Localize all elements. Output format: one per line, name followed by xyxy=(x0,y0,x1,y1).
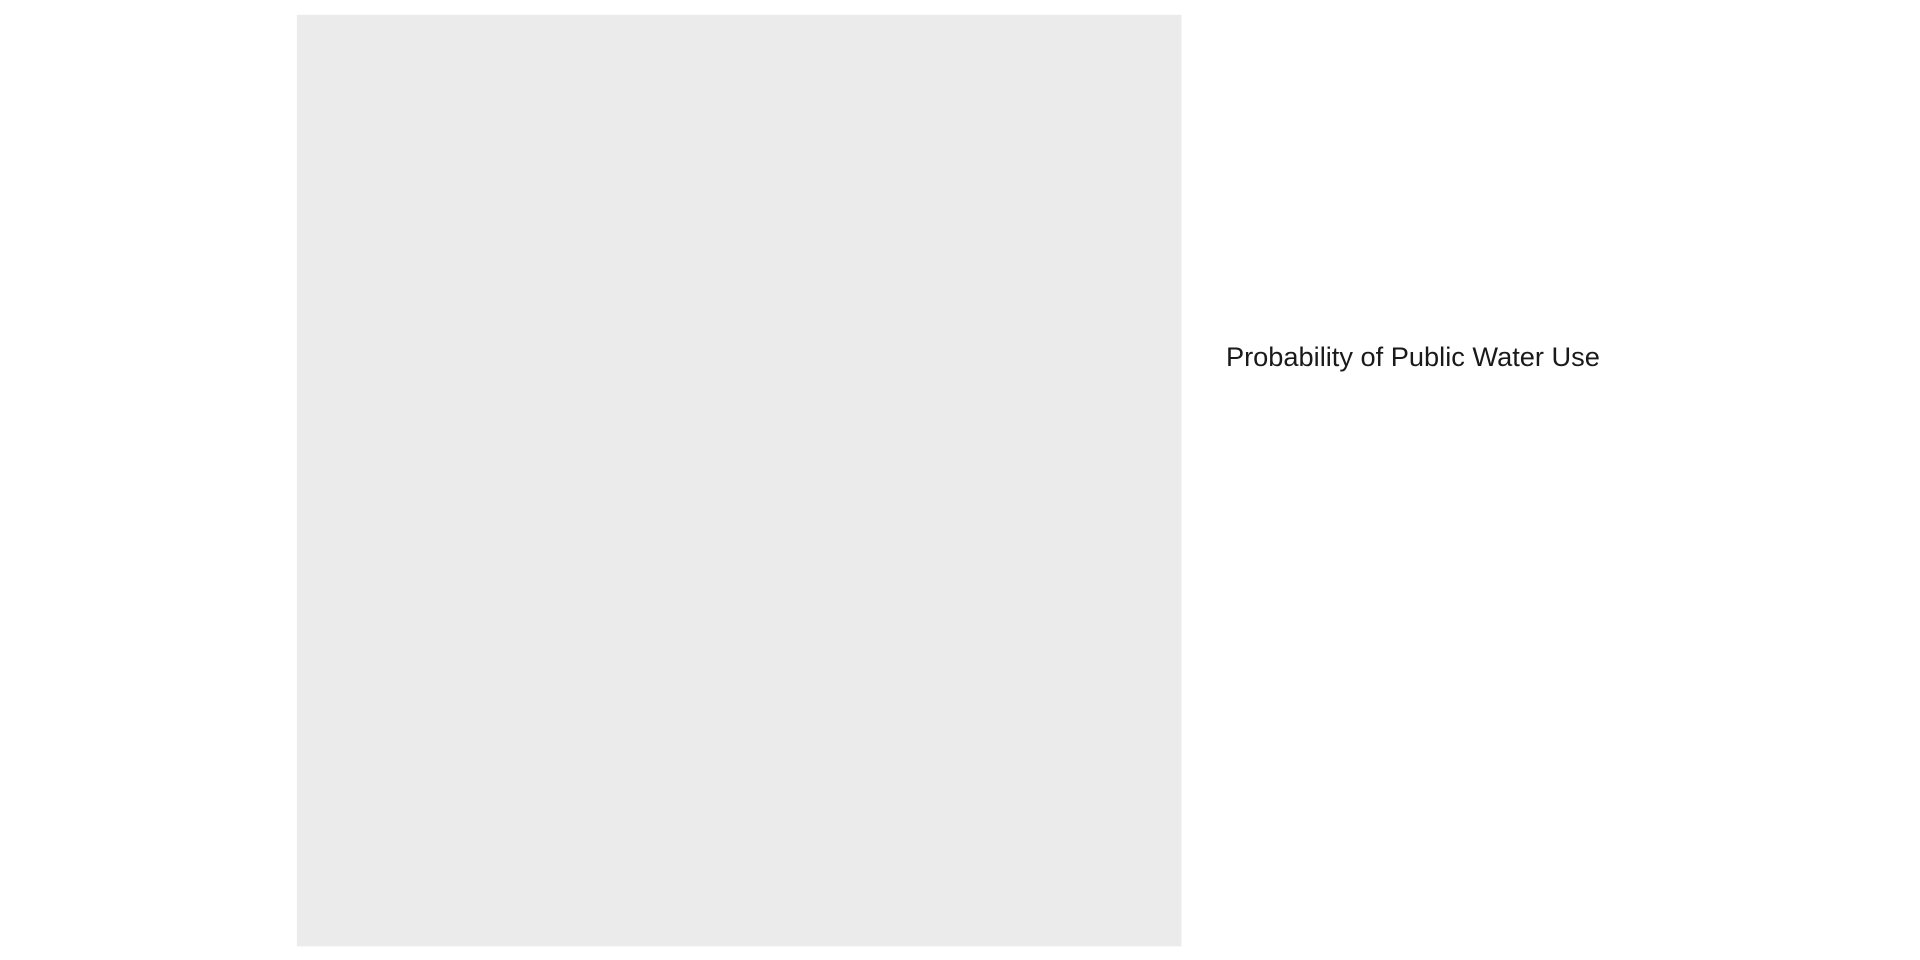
panel xyxy=(296,14,1182,947)
legend-title: Probability of Public Water Use xyxy=(1226,341,1600,372)
